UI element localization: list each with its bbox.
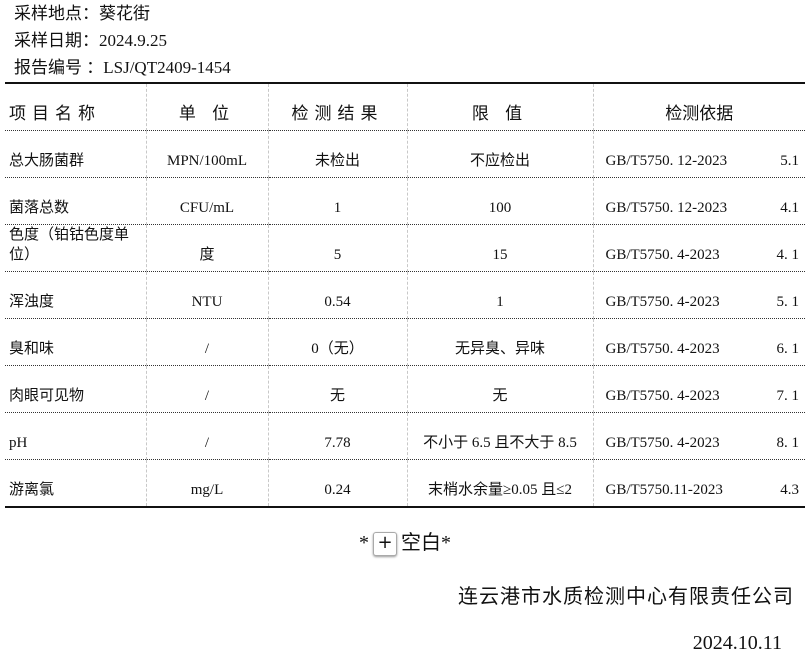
item-name: 色度（铂钴色度单位） — [5, 224, 147, 272]
table-row: 肉眼可见物 / 无 无 GB/T5750. 4-2023 7. 1 — [5, 365, 805, 413]
standard: GB/T5750. 4-2023 6. 1 — [592, 318, 805, 366]
limit: 15 — [406, 224, 594, 272]
item-name: 菌落总数 — [5, 177, 147, 225]
limit: 100 — [406, 177, 594, 225]
limit: 末梢水余量≥0.05 且≤2 — [406, 459, 594, 508]
item-name: 浑浊度 — [5, 271, 147, 319]
standard: GB/T5750. 4-2023 4. 1 — [592, 224, 805, 272]
standard-clause: 5.1 — [780, 153, 799, 169]
item-name: pH — [5, 412, 147, 460]
table-row: 游离氯 mg/L 0.24 末梢水余量≥0.05 且≤2 GB/T5750.11… — [5, 459, 805, 508]
standard-code: GB/T5750.11-2023 — [605, 482, 723, 498]
sampling-location: 采样地点：葵花街 — [14, 4, 150, 23]
unit: / — [145, 365, 269, 413]
report-date: 2024.10.11 — [692, 632, 782, 654]
table-header-row: 项目名称 单 位 检测结果 限 值 检测依据 — [5, 82, 805, 131]
result: 0.54 — [267, 271, 408, 319]
blank-label: 空白* — [401, 532, 451, 554]
standard-code: GB/T5750. 4-2023 — [605, 247, 720, 263]
result: 0（无） — [267, 318, 408, 366]
standard: GB/T5750. 4-2023 7. 1 — [592, 365, 805, 413]
limit: 1 — [406, 271, 594, 319]
table-row: 菌落总数 CFU/mL 1 100 GB/T5750. 12-2023 4.1 — [5, 177, 805, 225]
company-name: 连云港市水质检测中心有限责任公司 — [458, 586, 794, 608]
standard-code: GB/T5750. 12-2023 — [605, 200, 728, 216]
standard-code: GB/T5750. 4-2023 — [605, 435, 720, 451]
standard-clause: 5. 1 — [776, 294, 800, 310]
standard-code: GB/T5750. 12-2023 — [605, 153, 728, 169]
standard-code: GB/T5750. 4-2023 — [605, 341, 720, 357]
result: 未检出 — [267, 130, 408, 178]
table-row: 臭和味 / 0（无） 无异臭、异味 GB/T5750. 4-2023 6. 1 — [5, 318, 805, 366]
header-limit: 限 值 — [406, 82, 594, 131]
limit: 不小于 6.5 且不大于 8.5 — [406, 412, 594, 460]
item-name: 游离氯 — [5, 459, 147, 508]
header-unit: 单 位 — [145, 82, 269, 131]
add-row-button[interactable]: + — [373, 532, 397, 557]
item-name: 肉眼可见物 — [5, 365, 147, 413]
unit: CFU/mL — [145, 177, 269, 225]
standard: GB/T5750.11-2023 4.3 — [592, 459, 805, 508]
limit: 无 — [406, 365, 594, 413]
header-item: 项目名称 — [5, 82, 147, 131]
standard: GB/T5750. 12-2023 4.1 — [592, 177, 805, 225]
standard: GB/T5750. 12-2023 5.1 — [592, 130, 805, 178]
standard-code: GB/T5750. 4-2023 — [605, 388, 720, 404]
result: 7.78 — [267, 412, 408, 460]
header-result: 检测结果 — [267, 82, 408, 131]
unit: mg/L — [145, 459, 269, 508]
table-row: 总大肠菌群 MPN/100mL 未检出 不应检出 GB/T5750. 12-20… — [5, 130, 805, 178]
report-number: 报告编号 ：LSJ/QT2409-1454 — [14, 58, 231, 77]
unit: MPN/100mL — [145, 130, 269, 178]
standard-clause: 7. 1 — [776, 388, 800, 404]
standard-clause: 4.1 — [780, 200, 799, 216]
header-standard: 检测依据 — [592, 82, 805, 131]
table-row: 浑浊度 NTU 0.54 1 GB/T5750. 4-2023 5. 1 — [5, 271, 805, 319]
item-name: 臭和味 — [5, 318, 147, 366]
blank-marker: * + 空白* — [0, 526, 810, 557]
standard: GB/T5750. 4-2023 8. 1 — [592, 412, 805, 460]
table-row: 色度（铂钴色度单位） 度 5 15 GB/T5750. 4-2023 4. 1 — [5, 224, 805, 272]
result: 0.24 — [267, 459, 408, 508]
standard-code: GB/T5750. 4-2023 — [605, 294, 720, 310]
standard-clause: 8. 1 — [776, 435, 800, 451]
standard: GB/T5750. 4-2023 5. 1 — [592, 271, 805, 319]
test-results-table: 项目名称 单 位 检测结果 限 值 检测依据 总大肠菌群 MPN/100mL 未… — [5, 82, 805, 508]
result: 5 — [267, 224, 408, 272]
limit: 无异臭、异味 — [406, 318, 594, 366]
result: 1 — [267, 177, 408, 225]
sampling-date: 采样日期：2024.9.25 — [14, 31, 167, 50]
unit: / — [145, 318, 269, 366]
table-row: pH / 7.78 不小于 6.5 且不大于 8.5 GB/T5750. 4-2… — [5, 412, 805, 460]
result: 无 — [267, 365, 408, 413]
item-name: 总大肠菌群 — [5, 130, 147, 178]
standard-clause: 6. 1 — [776, 341, 800, 357]
unit: NTU — [145, 271, 269, 319]
limit: 不应检出 — [406, 130, 594, 178]
unit: / — [145, 412, 269, 460]
unit: 度 — [145, 224, 269, 272]
standard-clause: 4. 1 — [776, 247, 800, 263]
standard-clause: 4.3 — [780, 482, 799, 498]
blank-prefix: * — [359, 532, 369, 554]
